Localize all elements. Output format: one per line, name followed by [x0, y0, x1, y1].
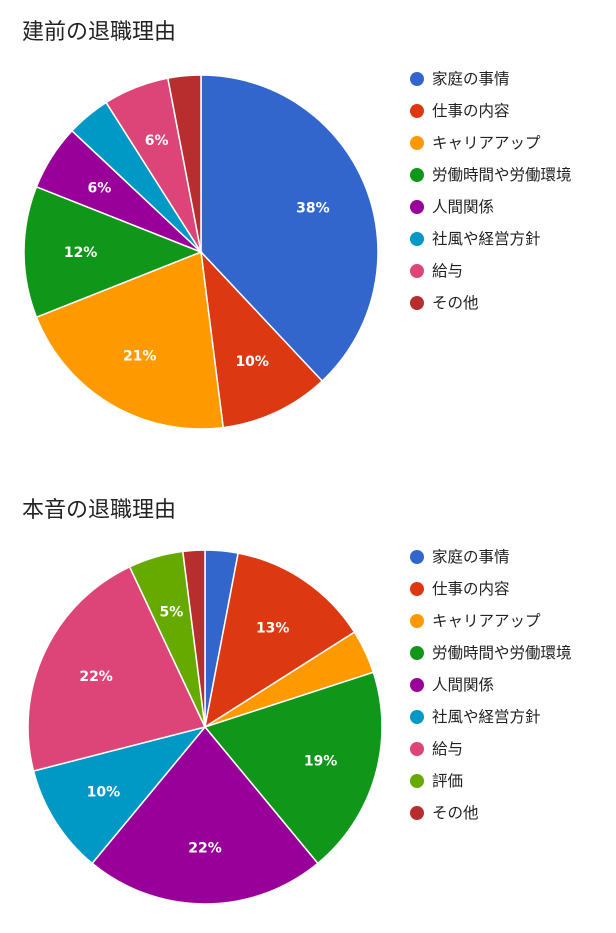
slice-data-label: 13%	[256, 621, 290, 637]
pie-chart: 38% 10% 21% 12% 6% 6%	[23, 74, 379, 430]
legend-label: 社風や経営方針	[432, 230, 541, 248]
legend-item: 労働時間や労働環境	[410, 642, 610, 664]
pie-slice	[32, 725, 208, 865]
slice-data-label: 10%	[87, 785, 121, 801]
legend-item: 人間関係	[410, 196, 610, 218]
legend-label: 家庭の事情	[432, 548, 510, 566]
legend-swatch	[410, 678, 424, 692]
pie-slice	[203, 671, 383, 865]
slice-data-label: 22%	[188, 840, 222, 856]
slice-data-label: 19%	[304, 754, 338, 770]
legend-item: 給与	[410, 260, 610, 282]
chart-title: 建前の退職理由	[22, 20, 177, 45]
chart-tatemae: 建前の退職理由 38% 10% 21% 12% 6% 6% 家庭の事情仕事の内容キャリアア…	[0, 0, 616, 455]
legend-item: 社風や経営方針	[410, 228, 610, 250]
legend-label: 評価	[432, 772, 464, 790]
legend-item: 仕事の内容	[410, 578, 610, 600]
legend-label: 給与	[432, 262, 464, 280]
legend-swatch	[410, 646, 424, 660]
legend-swatch	[410, 72, 424, 86]
chart-legend: 家庭の事情仕事の内容キャリアアップ労働時間や労働環境 人間関係社風や経営方針 給与評…	[410, 546, 610, 834]
legend-item: キャリアアップ	[410, 610, 610, 632]
legend-swatch	[410, 200, 424, 214]
pie-slice	[91, 725, 319, 905]
legend-item: 人間関係	[410, 674, 610, 696]
legend-swatch	[410, 582, 424, 596]
pie-slice	[23, 185, 204, 319]
legend-label: キャリアアップ	[432, 134, 541, 152]
pie-slice	[200, 74, 379, 383]
legend-label: その他	[432, 294, 479, 312]
legend-item: 社風や経営方針	[410, 706, 610, 728]
pie-slice	[35, 250, 225, 430]
slice-data-label: 22%	[79, 669, 113, 685]
legend-label: その他	[432, 804, 479, 822]
legend-swatch	[410, 264, 424, 278]
pie-slice	[181, 549, 206, 728]
legend-swatch	[410, 232, 424, 246]
legend-swatch	[410, 550, 424, 564]
legend-item: 仕事の内容	[410, 100, 610, 122]
slice-data-label: 6%	[88, 181, 112, 197]
chart-honne: 本音の退職理由 13% 19% 22% 10% 22% 5% 家庭の事情仕事の内容キャリア…	[0, 478, 616, 933]
slice-data-label: 5%	[160, 604, 184, 620]
legend-swatch	[410, 710, 424, 724]
legend-label: 労働時間や労働環境	[432, 644, 572, 662]
chart-title: 本音の退職理由	[22, 498, 177, 523]
pie-chart: 13% 19% 22% 10% 22% 5%	[27, 549, 383, 905]
slice-data-label: 12%	[64, 245, 98, 261]
legend-label: 家庭の事情	[432, 70, 510, 88]
pie-slice	[203, 552, 356, 729]
legend-item: 給与	[410, 738, 610, 760]
legend-swatch	[410, 168, 424, 182]
legend-swatch	[410, 296, 424, 310]
legend-label: 人間関係	[432, 198, 495, 216]
legend-item: その他	[410, 802, 610, 824]
legend-item: 評価	[410, 770, 610, 792]
legend-item: キャリアアップ	[410, 132, 610, 154]
legend-swatch	[410, 742, 424, 756]
legend-label: キャリアアップ	[432, 612, 541, 630]
pie-slice	[199, 249, 324, 429]
legend-label: 仕事の内容	[432, 102, 510, 120]
slice-data-label: 10%	[235, 354, 269, 370]
pie-slice	[27, 565, 207, 772]
legend-label: 人間関係	[432, 676, 495, 694]
legend-swatch	[410, 774, 424, 788]
slice-data-label: 6%	[145, 133, 169, 149]
pie-slice	[166, 74, 202, 253]
legend-label: 労働時間や労働環境	[432, 166, 572, 184]
slice-data-label: 21%	[123, 349, 157, 365]
legend-item: 家庭の事情	[410, 68, 610, 90]
chart-legend: 家庭の事情仕事の内容キャリアアップ労働時間や労働環境 人間関係社風や経営方針 給与そ…	[410, 68, 610, 324]
legend-swatch	[410, 136, 424, 150]
legend-swatch	[410, 806, 424, 820]
legend-swatch	[410, 614, 424, 628]
legend-label: 給与	[432, 740, 464, 758]
legend-item: その他	[410, 292, 610, 314]
legend-label: 仕事の内容	[432, 580, 510, 598]
legend-item: 労働時間や労働環境	[410, 164, 610, 186]
legend-item: 家庭の事情	[410, 546, 610, 568]
legend-swatch	[410, 104, 424, 118]
slice-data-label: 38%	[296, 201, 330, 217]
legend-label: 社風や経営方針	[432, 708, 541, 726]
